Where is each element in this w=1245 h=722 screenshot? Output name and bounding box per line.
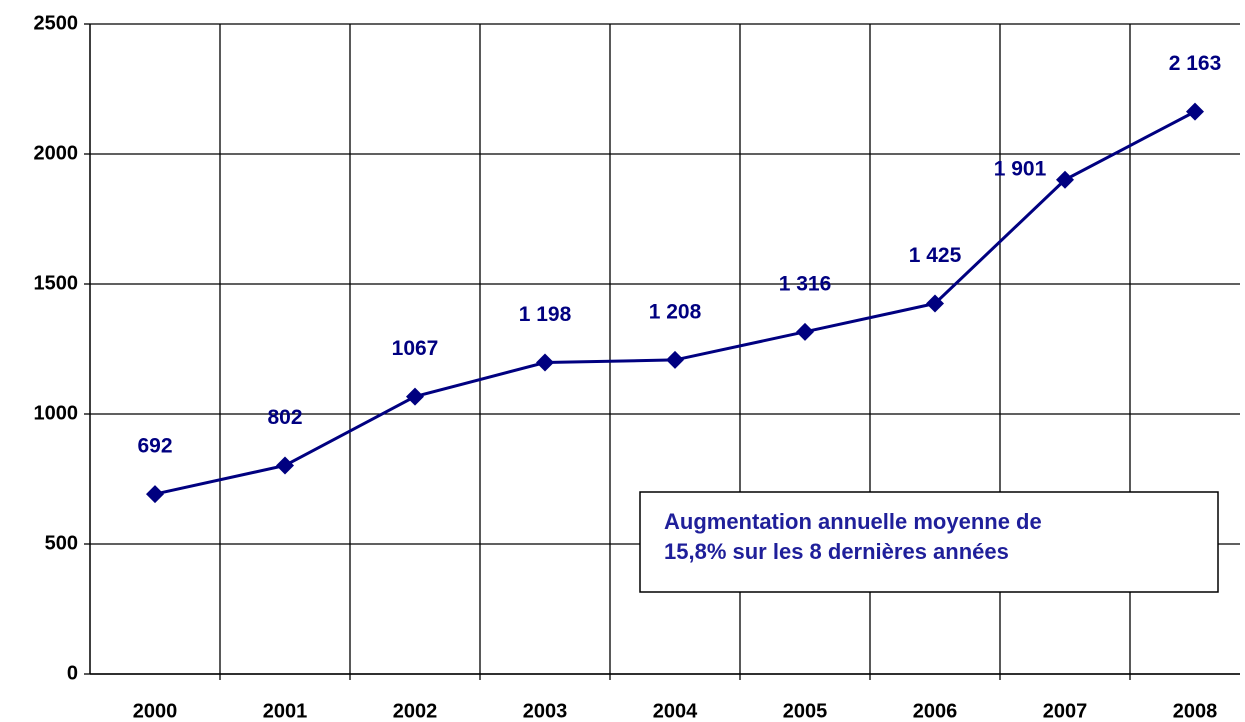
x-tick-label: 2007 xyxy=(1043,700,1088,722)
data-label: 1 901 xyxy=(994,157,1047,180)
marker xyxy=(406,387,424,406)
y-tick-label: 0 xyxy=(67,662,78,684)
data-label: 1 425 xyxy=(909,244,962,267)
x-tick-label: 2002 xyxy=(393,700,438,722)
y-tick-label: 500 xyxy=(45,532,78,554)
x-tick-label: 2008 xyxy=(1173,700,1218,722)
data-label: 692 xyxy=(137,435,172,458)
marker xyxy=(796,322,814,341)
marker xyxy=(1186,102,1204,121)
data-label: 802 xyxy=(267,406,302,429)
x-tick-label: 2006 xyxy=(913,700,958,722)
data-label: 1 208 xyxy=(649,300,702,323)
x-tick-label: 2001 xyxy=(263,700,308,722)
annotation: Augmentation annuelle moyenne de xyxy=(664,509,1042,534)
marker xyxy=(536,353,554,372)
data-label: 1 198 xyxy=(519,303,572,326)
x-tick-label: 2004 xyxy=(653,700,698,722)
data-label: 1 316 xyxy=(779,272,832,295)
y-tick-label: 1500 xyxy=(34,272,79,294)
y-tick-label: 1000 xyxy=(34,402,79,424)
data-label: 1067 xyxy=(392,337,439,360)
annotation: 15,8% sur les 8 dernières années xyxy=(664,539,1009,564)
marker xyxy=(276,456,294,475)
y-tick-label: 2000 xyxy=(34,142,79,164)
x-tick-label: 2000 xyxy=(133,700,178,722)
x-tick-label: 2005 xyxy=(783,700,828,722)
marker xyxy=(1056,170,1074,189)
marker xyxy=(926,294,944,313)
x-tick-label: 2003 xyxy=(523,700,568,722)
data-label: 2 163 xyxy=(1169,52,1222,75)
annotation-box xyxy=(639,491,1219,593)
y-tick-label: 2500 xyxy=(34,12,79,34)
marker xyxy=(146,485,164,504)
marker xyxy=(666,350,684,369)
